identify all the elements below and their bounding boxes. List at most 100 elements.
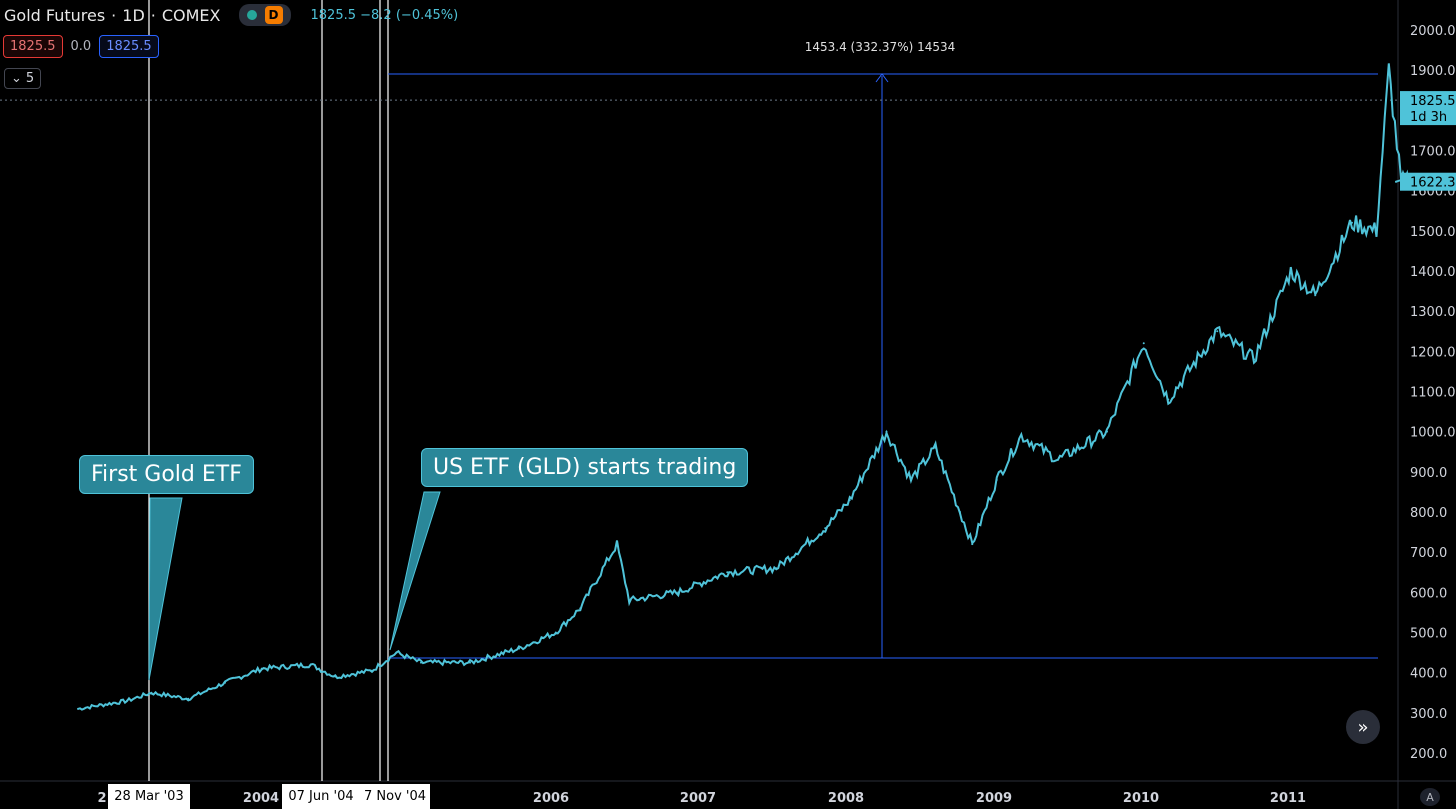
buy-button[interactable]: 1825.5 bbox=[99, 35, 159, 58]
price-tick-label: 500.0 bbox=[1410, 627, 1447, 642]
series-point bbox=[1142, 342, 1145, 345]
price-tick-label: 600.0 bbox=[1410, 586, 1447, 601]
time-axis[interactable]: 2 2004 2006 2007 2008 2009 2010 2011 bbox=[97, 791, 1306, 806]
series-point bbox=[1375, 229, 1378, 232]
series-point bbox=[848, 498, 851, 501]
price-series bbox=[77, 63, 1413, 711]
symbol-name[interactable]: Gold Futures bbox=[4, 5, 106, 25]
series-point bbox=[187, 697, 190, 700]
symbol-header[interactable]: Gold Futures · 1D · COMEX D 1825.5 −8.2 … bbox=[4, 4, 458, 26]
series-point bbox=[1106, 430, 1108, 433]
series-point bbox=[959, 511, 961, 513]
series-point bbox=[371, 669, 373, 672]
price-change: 1825.5 −8.2 (−0.45%) bbox=[311, 8, 459, 23]
series-point bbox=[1167, 398, 1170, 401]
series-point bbox=[518, 647, 520, 650]
price-tick-label: 200.0 bbox=[1410, 747, 1447, 762]
price-tick-label: 1700.0 bbox=[1410, 145, 1456, 160]
series-point bbox=[1253, 358, 1255, 361]
series-point bbox=[1387, 69, 1390, 72]
series-point bbox=[1289, 270, 1292, 272]
price-tick-label: 1000.0 bbox=[1410, 426, 1456, 441]
scroll-to-realtime-button[interactable]: » bbox=[1346, 710, 1380, 744]
time-tick-label: 2010 bbox=[1123, 791, 1159, 806]
series-point bbox=[334, 675, 337, 678]
price-tick-label: 2000.0 bbox=[1410, 24, 1456, 39]
chevron-down-icon: ⌄ bbox=[11, 71, 22, 86]
sell-button[interactable]: 1825.5 bbox=[3, 35, 63, 58]
price-tick-label: 1400.0 bbox=[1410, 265, 1456, 280]
price-tick-label: 1200.0 bbox=[1410, 345, 1456, 360]
series-point bbox=[885, 430, 888, 433]
series-point bbox=[309, 663, 312, 666]
auto-scale-button[interactable]: A bbox=[1420, 788, 1440, 806]
measure-arrow-head-icon bbox=[875, 73, 889, 83]
series-point bbox=[934, 446, 937, 449]
price-tick-label: 300.0 bbox=[1410, 707, 1447, 722]
market-status-icon bbox=[246, 10, 257, 20]
drawing-layer[interactable] bbox=[0, 0, 1398, 781]
series-point bbox=[1314, 294, 1317, 297]
last-price-tag: 1825.5 bbox=[1410, 94, 1456, 109]
series-point bbox=[628, 599, 631, 602]
status-pill[interactable]: D bbox=[238, 4, 291, 26]
series-point bbox=[579, 607, 582, 610]
series-point bbox=[775, 567, 778, 570]
series-point bbox=[910, 478, 912, 481]
series-point bbox=[554, 631, 557, 634]
separator-dot: · bbox=[150, 5, 156, 25]
series-point bbox=[1395, 180, 1397, 183]
last-price-tag-bg bbox=[1400, 91, 1456, 126]
price-tick-label: 400.0 bbox=[1410, 667, 1447, 682]
price-axis[interactable]: 2000.01900.01800.01700.01600.01500.01400… bbox=[1400, 24, 1456, 762]
series-point bbox=[995, 478, 998, 481]
price-tick-label: 1300.0 bbox=[1410, 305, 1456, 320]
series-point bbox=[395, 651, 398, 654]
series-point bbox=[1351, 221, 1353, 224]
time-tick-label: 2009 bbox=[976, 791, 1012, 806]
callout-gld-starts[interactable]: US ETF (GLD) starts trading bbox=[421, 448, 749, 487]
second-price-tag-bg bbox=[1400, 172, 1456, 191]
time-tick-label: 2004 bbox=[243, 791, 279, 806]
price-tick-label: 1100.0 bbox=[1410, 386, 1456, 401]
exchange-label: COMEX bbox=[161, 5, 221, 25]
delayed-badge: D bbox=[264, 6, 283, 24]
series-point bbox=[616, 543, 618, 546]
price-tick-label: 1500.0 bbox=[1410, 225, 1456, 240]
series-point bbox=[150, 691, 153, 694]
series-point bbox=[126, 699, 128, 702]
indicators-toggle[interactable]: ⌄ 5 bbox=[4, 68, 42, 89]
time-tick-label: 2006 bbox=[533, 791, 569, 806]
second-price-tag: 1622.3 bbox=[1410, 176, 1456, 191]
time-tick-label: 2 bbox=[97, 791, 106, 806]
price-tick-label: 900.0 bbox=[1410, 466, 1447, 481]
series-point bbox=[726, 571, 729, 574]
separator-dot: · bbox=[111, 5, 117, 25]
series-point bbox=[824, 527, 827, 530]
countdown-tag: 1d 3h bbox=[1410, 110, 1447, 125]
price-tick-label: 800.0 bbox=[1410, 506, 1447, 521]
series-point bbox=[420, 661, 422, 664]
series-point bbox=[469, 661, 471, 664]
series-point bbox=[971, 543, 974, 546]
spread-value: 0.0 bbox=[70, 39, 92, 54]
date-tag-3: 7 Nov '04 bbox=[360, 784, 430, 809]
time-tick-label: 2008 bbox=[828, 791, 864, 806]
quote-row: 1825.5 0.0 1825.5 bbox=[3, 35, 159, 58]
callout-tail bbox=[148, 497, 183, 681]
price-tick-label: 700.0 bbox=[1410, 546, 1447, 561]
time-tick-label: 2011 bbox=[1270, 791, 1306, 806]
series-point bbox=[1216, 330, 1219, 333]
callout-first-gold-etf[interactable]: First Gold ETF bbox=[79, 455, 254, 494]
time-tick-label: 2007 bbox=[680, 791, 716, 806]
series-point bbox=[677, 591, 680, 594]
series-point bbox=[1057, 458, 1059, 461]
interval-label[interactable]: 1D bbox=[122, 5, 145, 25]
series-point bbox=[1020, 434, 1023, 437]
series-point bbox=[224, 681, 226, 684]
date-tag-2: 07 Jun '04 bbox=[282, 784, 360, 809]
series-point bbox=[77, 707, 79, 710]
callout-tail bbox=[389, 491, 441, 651]
